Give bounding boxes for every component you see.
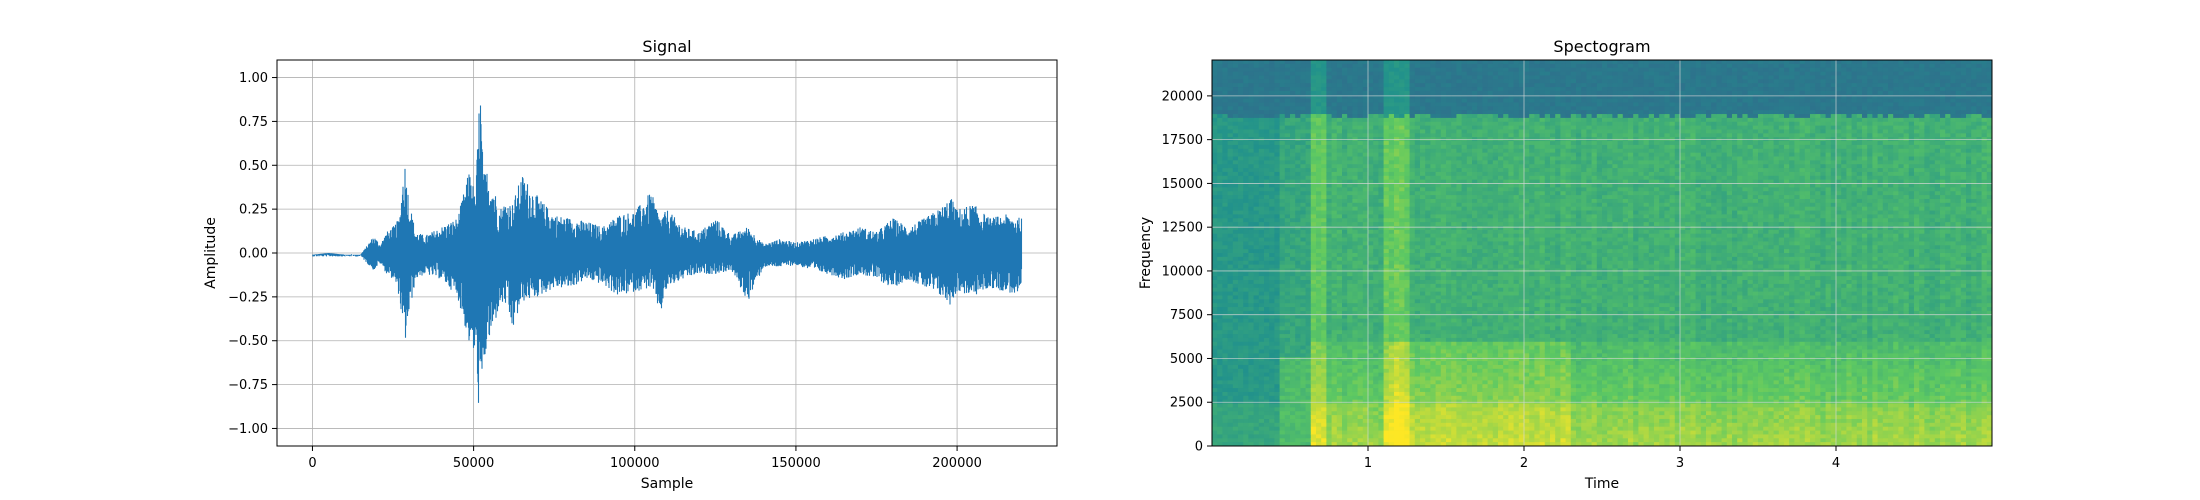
signal-y-tick-label: 1.00 (239, 71, 268, 86)
signal-x-label: Sample (641, 476, 694, 492)
signal-waveform-line (311, 105, 1023, 403)
spectrogram-x-tick-label: 4 (1832, 456, 1840, 471)
spectrogram-axes-frame (1211, 59, 1993, 447)
signal-y-tick-label: 0.50 (239, 159, 268, 174)
signal-x-tick-label: 0 (308, 456, 316, 471)
spectrogram-y-tick-label: 2500 (1170, 396, 1203, 411)
spectrogram-grid (1212, 60, 1992, 447)
signal-y-tick-label: −0.25 (228, 290, 268, 305)
signal-x-tick-label: 50000 (453, 456, 494, 471)
signal-y-tick-label: −0.75 (228, 378, 268, 393)
spectrogram-y-tick-label: 0 (1195, 440, 1203, 455)
signal-y-label: Amplitude (203, 217, 219, 289)
spectrogram-x-label: Time (1584, 476, 1619, 492)
spectrogram-y-label: Frequency (1138, 217, 1154, 289)
signal-y-tick-label: 0.25 (239, 203, 268, 218)
signal-y-tick-label: −1.00 (228, 422, 268, 437)
spectrogram-heatmap (1212, 60, 1992, 446)
signal-y-tick-label: 0.00 (239, 247, 268, 262)
signal-x-tick-label: 200000 (932, 456, 982, 471)
spectrogram-x-tick-label: 1 (1364, 456, 1372, 471)
spectrogram-x-tick-label: 2 (1520, 456, 1528, 471)
signal-plot (311, 105, 1023, 403)
spectrogram-y-tick-label: 20000 (1162, 89, 1203, 104)
signal-x-tick-label: 150000 (771, 456, 821, 471)
spectrogram-ticks: 1 2 3 4 0 2500 5000 7500 10000 12500 15000 17500 200… (1162, 89, 1841, 471)
spectrogram-chart: Spectogram 1 2 3 4 0 2500 5000 7500 10000 12500 15… (1138, 37, 1993, 492)
spectrogram-y-tick-label: 7500 (1170, 308, 1203, 323)
spectrogram-y-tick-label: 12500 (1162, 221, 1203, 236)
signal-title: Signal (642, 37, 691, 56)
signal-y-tick-label: −0.50 (228, 334, 268, 349)
signal-y-tick-label: 0.75 (239, 115, 268, 130)
spectrogram-y-tick-label: 10000 (1162, 264, 1203, 279)
signal-x-tick-label: 100000 (610, 456, 660, 471)
spectrogram-title: Spectogram (1553, 37, 1650, 56)
signal-chart: Signal 0 50000 100000 150000 2000001.000.750… (203, 37, 1058, 492)
spectrogram-y-tick-label: 5000 (1170, 352, 1203, 367)
signal-ticks: 0 50000 100000 150000 200000 1.00 0.75 0.50 0.25… (228, 71, 982, 471)
spectrogram-y-tick-label: 15000 (1162, 177, 1203, 192)
spectrogram-x-tick-label: 3 (1676, 456, 1684, 471)
spectrogram-y-tick-label: 17500 (1162, 133, 1203, 148)
